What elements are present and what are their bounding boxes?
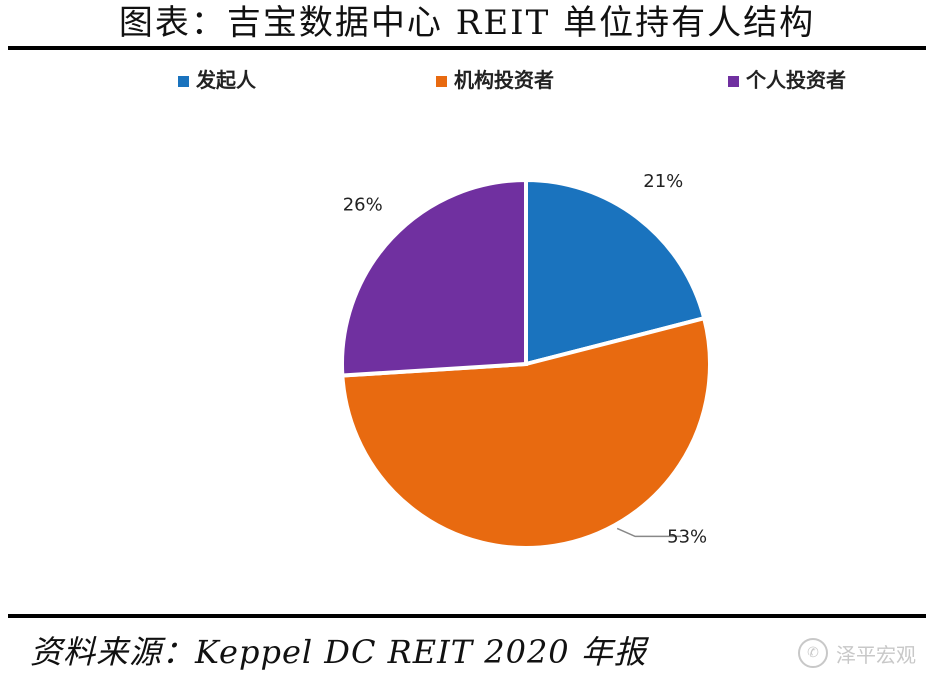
legend-swatch [728,76,739,87]
pie-slice-2 [340,177,528,378]
chart-panel: 发起人 机构投资者 个人投资者 21% 53% 26% [8,50,926,614]
wechat-icon: ✆ [798,638,828,668]
legend-label: 机构投资者 [454,68,554,92]
top-rule [8,46,926,50]
data-label-2: 26% [343,195,383,216]
pie-slice-0 [524,177,707,367]
page-title: 图表：吉宝数据中心 REIT 单位持有人结构 [118,3,816,43]
data-label-1: 53% [667,526,707,547]
watermark: ✆ 泽平宏观 [798,636,916,670]
leader-line [616,527,682,538]
legend-swatch [178,76,189,87]
legend-label: 发起人 [195,68,257,92]
data-label-0: 21% [643,171,683,192]
source-note: 资料来源：Keppel DC REIT 2020 年报 [30,633,647,671]
bottom-rule [8,614,926,618]
legend-item-1: 机构投资者 [436,68,554,92]
pie-chart: 发起人 机构投资者 个人投资者 21% 53% 26% [178,68,846,550]
legend-swatch [436,76,447,87]
pie-slice-1 [340,315,712,550]
legend-label: 个人投资者 [745,68,846,92]
legend-item-2: 个人投资者 [728,68,846,92]
legend-item-0: 发起人 [178,68,257,92]
watermark-text: 泽平宏观 [836,642,916,667]
